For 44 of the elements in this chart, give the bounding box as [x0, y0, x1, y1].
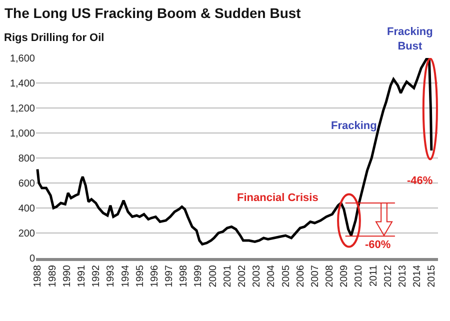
x-tick-label: 2012	[382, 264, 394, 288]
y-tick-label: 1,600	[10, 54, 36, 64]
x-tick-label: 2004	[266, 264, 278, 288]
annotation: -60%	[365, 239, 391, 251]
x-tick-label: 1989	[47, 264, 58, 288]
x-tick-label: 1999	[193, 264, 204, 288]
x-tick-label: 2015	[426, 264, 438, 288]
y-tick-label: 1,200	[10, 104, 36, 114]
y-tick-label: 600	[18, 178, 36, 190]
x-tick-label: 2010	[354, 264, 365, 288]
x-tick-label: 1992	[91, 264, 102, 288]
x-tick-label: 2009	[339, 264, 350, 288]
x-tick-label: 2013	[398, 264, 408, 288]
x-tick-label: 1997	[164, 264, 176, 288]
x-tick-label: 2002	[236, 264, 248, 288]
x-tick-label: 1988	[32, 264, 44, 288]
x-tick-label: 1996	[149, 264, 160, 288]
x-tick-label: 2008	[324, 264, 336, 288]
y-axis-title: Rigs Drilling for Oil	[4, 32, 104, 44]
y-tick-label: 800	[18, 154, 36, 164]
text: Fracking Bust	[387, 26, 433, 52]
y-tick-label: 200	[18, 228, 36, 240]
x-tick-label: 2003	[252, 264, 263, 288]
x-tick-label: 1993	[106, 264, 117, 288]
annotation: Financial Crisis	[237, 192, 318, 204]
y-tick-label: 1,000	[10, 128, 36, 140]
x-tick-label: 2005	[280, 264, 292, 288]
y-tick-label: 1,400	[10, 78, 36, 90]
annotation: Fracking	[331, 120, 377, 132]
x-tick-label: 2011	[368, 264, 380, 287]
x-tick-label: 1994	[120, 264, 132, 288]
chart-title: The Long US Fracking Boom & Sudden Bust	[4, 4, 302, 21]
x-tick-label: 1990	[62, 264, 73, 288]
x-tick-label: 2001	[222, 264, 234, 288]
x-tick-label: 2014	[412, 264, 424, 288]
y-tick-label: 0	[29, 254, 36, 264]
x-tick-label: 1991	[76, 264, 88, 288]
x-tick-label: 2000	[208, 264, 219, 288]
x-tick-label: 1998	[178, 264, 190, 288]
x-tick-label: 2006	[295, 264, 306, 288]
y-tick-label: 400	[18, 204, 36, 214]
x-tick-label: 2007	[310, 264, 321, 288]
x-tick-label: 1995	[134, 264, 146, 288]
annotation: -46%	[407, 175, 433, 187]
